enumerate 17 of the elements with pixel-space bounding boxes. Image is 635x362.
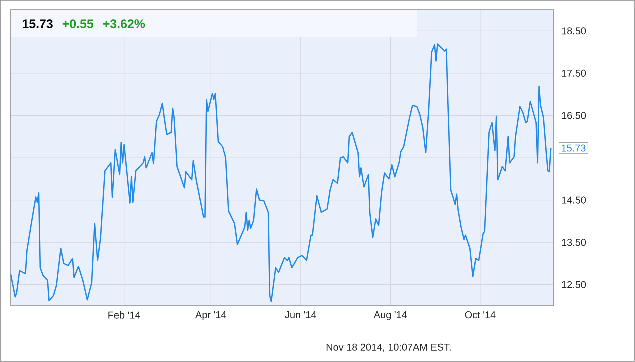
y-tick-label: 16.50	[562, 112, 586, 120]
y-tick-label: 13.50	[562, 239, 586, 246]
annotation: +3.62%	[103, 20, 146, 28]
x-tick-label: Aug '14	[374, 312, 408, 320]
annotation: +0.55	[62, 20, 94, 28]
y-tick-label: 12.50	[562, 281, 586, 288]
annotation: 15.73	[22, 20, 53, 28]
annotation: 15.73	[562, 144, 586, 152]
y-tick-label: 18.50	[562, 28, 586, 35]
y-tick-label: 17.50	[562, 70, 586, 77]
y-tick-label: 14.50	[562, 196, 586, 204]
x-tick-label: Oct '14	[465, 312, 496, 319]
line-series	[10, 44, 552, 302]
x-tick-label: Feb '14	[108, 312, 140, 319]
x-tick-label: Jun '14	[285, 312, 317, 318]
text: Nov 18 2014, 10:07AM EST.	[326, 344, 451, 352]
x-tick-label: Apr '14	[196, 312, 226, 320]
